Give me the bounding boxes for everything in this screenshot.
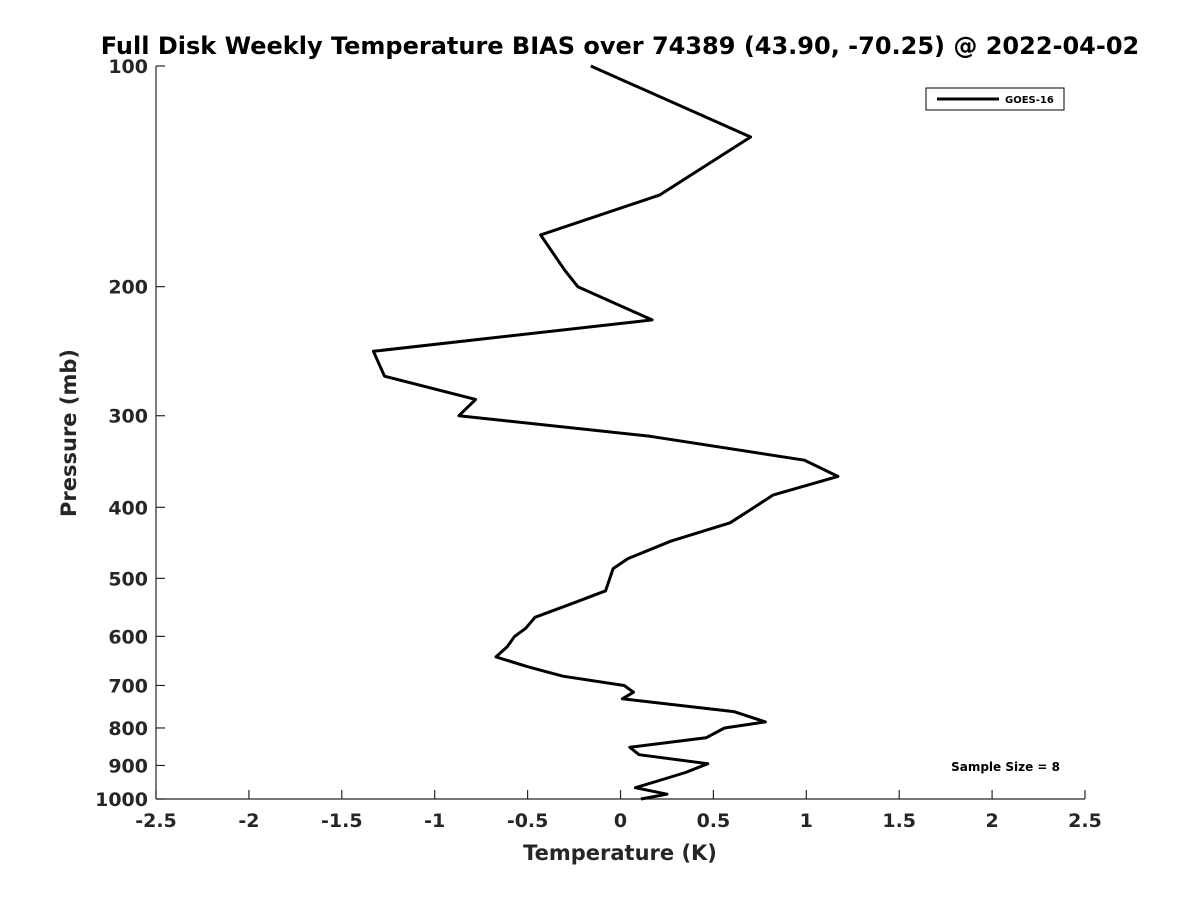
y-tick-label: 300 bbox=[108, 406, 148, 428]
y-tick-label: 200 bbox=[108, 277, 148, 299]
x-axis-label: Temperature (K) bbox=[523, 841, 717, 865]
sample-size-annotation: Sample Size = 8 bbox=[951, 760, 1060, 774]
y-tick-label: 400 bbox=[108, 497, 148, 519]
series-line-goes-16 bbox=[371, 64, 840, 801]
y-tick-label: 800 bbox=[108, 718, 148, 740]
x-tick-label: 0.5 bbox=[697, 810, 731, 832]
y-tick-label: 1000 bbox=[95, 789, 148, 811]
x-tick-label: 0 bbox=[614, 810, 627, 832]
x-tick-label: 2 bbox=[985, 810, 998, 832]
chart-title: Full Disk Weekly Temperature BIAS over 7… bbox=[101, 32, 1140, 60]
x-tick-label: -1 bbox=[424, 810, 445, 832]
legend: GOES-16 bbox=[925, 87, 1065, 111]
x-tick-label: 1.5 bbox=[882, 810, 916, 832]
y-tick-label: 700 bbox=[108, 675, 148, 697]
x-tick-label: 2.5 bbox=[1068, 810, 1102, 832]
y-tick-label: 600 bbox=[108, 626, 148, 648]
x-tick-label: -2.5 bbox=[135, 810, 177, 832]
axes: -2.5 -2 -1.5 -1 -0.5 0 0.5 1 1.5 2 2.5 100 200 300 400… bbox=[95, 56, 1102, 832]
legend-entry-goes-16: GOES-16 bbox=[1005, 95, 1054, 106]
x-tick-label: 1 bbox=[800, 810, 813, 832]
y-tick-label: 500 bbox=[108, 568, 148, 590]
x-tick-label: -1.5 bbox=[321, 810, 363, 832]
y-tick-label: 900 bbox=[108, 755, 148, 777]
y-axis-label: Pressure (mb) bbox=[57, 349, 81, 517]
y-tick-label: 100 bbox=[108, 56, 148, 78]
x-tick-label: -2 bbox=[238, 810, 259, 832]
x-tick-label: -0.5 bbox=[507, 810, 549, 832]
